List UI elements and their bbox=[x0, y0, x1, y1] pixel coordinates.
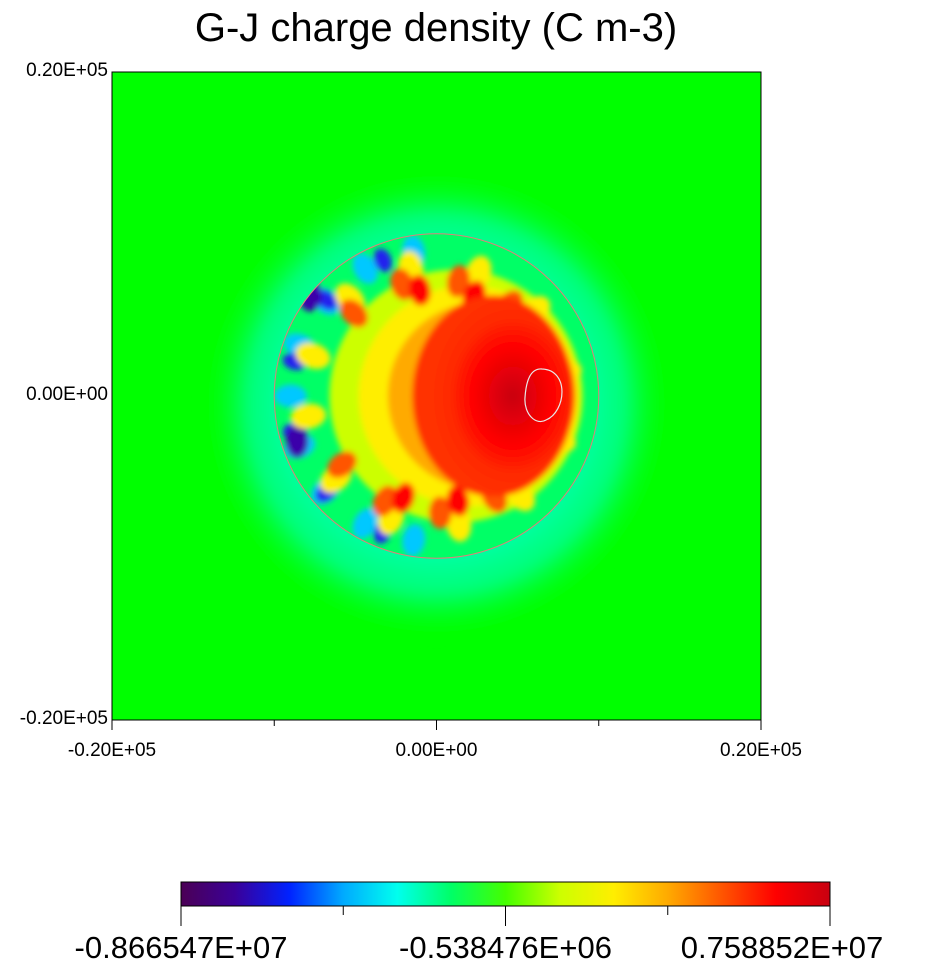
orange-finger bbox=[446, 265, 470, 298]
yellow-finger bbox=[290, 403, 327, 429]
plot-area bbox=[111, 71, 762, 730]
red-core bbox=[412, 295, 575, 497]
y-tick-label: 0.20E+05 bbox=[26, 60, 108, 81]
chart-title: G-J charge density (C m-3) bbox=[194, 6, 678, 50]
y-tick-label: -0.20E+05 bbox=[19, 708, 108, 729]
red-finger bbox=[392, 482, 415, 513]
colorbar-tick-label: 0.758852E+07 bbox=[680, 930, 884, 965]
colorbar-tick-label: -0.538476E+06 bbox=[399, 930, 612, 965]
orange-finger bbox=[390, 268, 415, 301]
orange-finger bbox=[372, 485, 398, 517]
colorbar-ticks bbox=[180, 906, 831, 926]
x-tick-label: 0.00E+00 bbox=[395, 740, 478, 761]
x-tick-label: 0.20E+05 bbox=[720, 740, 802, 761]
yellow-finger bbox=[295, 342, 331, 369]
orange-finger bbox=[428, 496, 452, 529]
cyan-lobe bbox=[352, 508, 378, 539]
colorbar-tick-label: -0.866547E+07 bbox=[74, 930, 288, 965]
disk-outline bbox=[273, 233, 600, 559]
cyan-lobe bbox=[352, 253, 378, 284]
red-finger bbox=[408, 274, 431, 306]
orange-finger bbox=[327, 451, 357, 478]
orange-finger bbox=[339, 299, 368, 328]
blue-lobe bbox=[373, 248, 392, 272]
yellow-finger bbox=[445, 506, 472, 542]
violet-lobe bbox=[285, 425, 309, 458]
charge-disk bbox=[274, 233, 599, 559]
colorbar bbox=[180, 881, 831, 926]
cyan-lobe bbox=[402, 524, 426, 557]
colorbar-gradient bbox=[180, 881, 831, 907]
yellow-finger bbox=[465, 255, 492, 291]
x-tick-label: -0.20E+05 bbox=[67, 740, 157, 761]
y-tick-label: 0.00E+00 bbox=[26, 384, 108, 405]
core-contour bbox=[524, 368, 563, 423]
red-finger bbox=[446, 485, 469, 517]
axis-ticks bbox=[111, 720, 762, 730]
cyan-lobe bbox=[274, 384, 307, 408]
